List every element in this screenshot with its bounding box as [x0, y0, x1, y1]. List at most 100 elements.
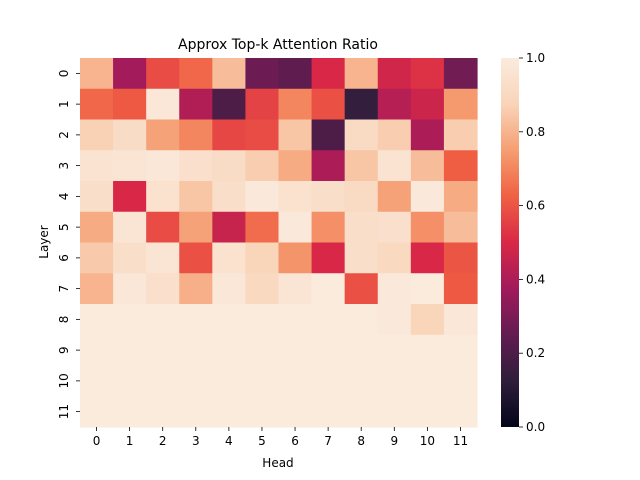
y-tick-label: 1	[57, 100, 71, 108]
heatmap-cell	[410, 181, 445, 213]
heatmap-cell	[344, 88, 379, 121]
x-axis-ticks: 0 1 2 3 4 5 6 7 8 9 10 11	[93, 427, 468, 448]
heatmap-cell	[212, 242, 247, 274]
heatmap-cell	[311, 365, 346, 397]
heatmap-cell	[113, 119, 147, 151]
heatmap-cell	[212, 150, 247, 182]
heatmap-cell	[179, 365, 213, 397]
heatmap-cell	[212, 334, 247, 367]
heatmap-cell	[179, 273, 213, 305]
y-tick-label: 11	[57, 404, 71, 419]
y-tick-label: 2	[57, 131, 71, 139]
heatmap-cell	[377, 273, 412, 305]
heatmap-cell	[80, 334, 114, 367]
heatmap-cell	[146, 242, 180, 274]
heatmap-cell	[311, 242, 346, 274]
heatmap-cell	[179, 211, 213, 244]
heatmap-cell	[377, 119, 412, 151]
heatmap-cell	[80, 150, 114, 182]
heatmap-cell	[278, 119, 313, 151]
heatmap-cell	[146, 150, 180, 182]
y-axis-ticks: 0 1 2 3 4 5 6 7 8 9 10 11	[57, 70, 80, 419]
chart-title: Approx Top-k Attention Ratio	[178, 37, 378, 53]
heatmap-cell	[113, 58, 147, 90]
heatmap-cell	[146, 396, 180, 428]
heatmap-cell	[179, 88, 213, 121]
heatmap-cell	[212, 396, 247, 428]
heatmap-cell	[377, 396, 412, 428]
heatmap-cell	[113, 365, 147, 397]
heatmap-cell	[179, 150, 213, 182]
heatmap-cell	[245, 334, 280, 367]
heatmap-cell	[443, 396, 478, 428]
heatmap-cell	[146, 181, 180, 213]
heatmap-cell	[179, 242, 213, 274]
x-tick-label: 4	[225, 434, 233, 448]
heatmap-cell	[80, 119, 114, 151]
heatmap-cell	[377, 150, 412, 182]
heatmap-cell	[113, 150, 147, 182]
x-tick-label: 11	[453, 434, 468, 448]
heatmap-cell	[377, 334, 412, 367]
heatmap-cell	[344, 150, 379, 182]
heatmap-cell	[278, 242, 313, 274]
heatmap-cell	[344, 119, 379, 151]
heatmap-cell	[443, 273, 478, 305]
colorbar-tick-label: 0.6	[526, 199, 545, 213]
heatmap-cell	[410, 273, 445, 305]
y-tick-label: 0	[57, 70, 71, 78]
x-tick-label: 2	[159, 434, 167, 448]
heatmap-cell	[245, 119, 280, 151]
heatmap-cell	[410, 88, 445, 121]
colorbar-tick-label: 0.2	[526, 346, 545, 360]
heatmap-cell	[443, 88, 478, 121]
heatmap-cell	[245, 396, 280, 428]
y-tick-label: 3	[57, 162, 71, 170]
heatmap-cell	[278, 181, 313, 213]
heatmap-cell	[212, 88, 247, 121]
heatmap-cell	[377, 181, 412, 213]
heatmap-cell	[344, 334, 379, 367]
x-tick-label: 0	[93, 434, 101, 448]
heatmap-cell	[245, 211, 280, 244]
heatmap-cell	[113, 181, 147, 213]
heatmap-cell	[377, 242, 412, 274]
colorbar-gradient	[501, 58, 519, 427]
heatmap-cell	[146, 211, 180, 244]
x-tick-label: 3	[192, 434, 200, 448]
heatmap-cell	[80, 365, 114, 397]
heatmap-cell	[80, 242, 114, 274]
heatmap-cell	[245, 365, 280, 397]
heatmap-cell	[113, 396, 147, 428]
heatmap-cell	[245, 242, 280, 274]
heatmap-cell	[113, 211, 147, 244]
heatmap-cell	[443, 242, 478, 274]
x-tick-label: 1	[126, 434, 134, 448]
x-tick-label: 7	[324, 434, 332, 448]
heatmap-cell	[179, 396, 213, 428]
heatmap-cell	[311, 119, 346, 151]
heatmap-cell	[443, 334, 478, 367]
heatmap-cell	[179, 334, 213, 367]
heatmap-cell	[311, 304, 346, 336]
y-tick-label: 10	[57, 373, 71, 388]
heatmap-cell	[113, 88, 147, 121]
heatmap-cell	[410, 119, 445, 151]
y-tick-label: 9	[57, 346, 71, 354]
heatmap-cell	[410, 150, 445, 182]
heatmap-cell	[179, 119, 213, 151]
heatmap-cell	[344, 396, 379, 428]
heatmap-cell	[146, 58, 180, 90]
heatmap-cell	[410, 304, 445, 336]
heatmap-cell	[278, 304, 313, 336]
heatmap-cell	[245, 88, 280, 121]
heatmap-cell	[410, 211, 445, 244]
x-tick-label: 6	[291, 434, 299, 448]
heatmap-cell	[245, 273, 280, 305]
colorbar-tick-label: 0.8	[526, 125, 545, 139]
heatmap-cell	[146, 88, 180, 121]
heatmap-cell	[80, 88, 114, 121]
heatmap-cell	[80, 273, 114, 305]
colorbar: 0.0 0.2 0.4 0.6 0.8 1.0	[501, 51, 545, 434]
